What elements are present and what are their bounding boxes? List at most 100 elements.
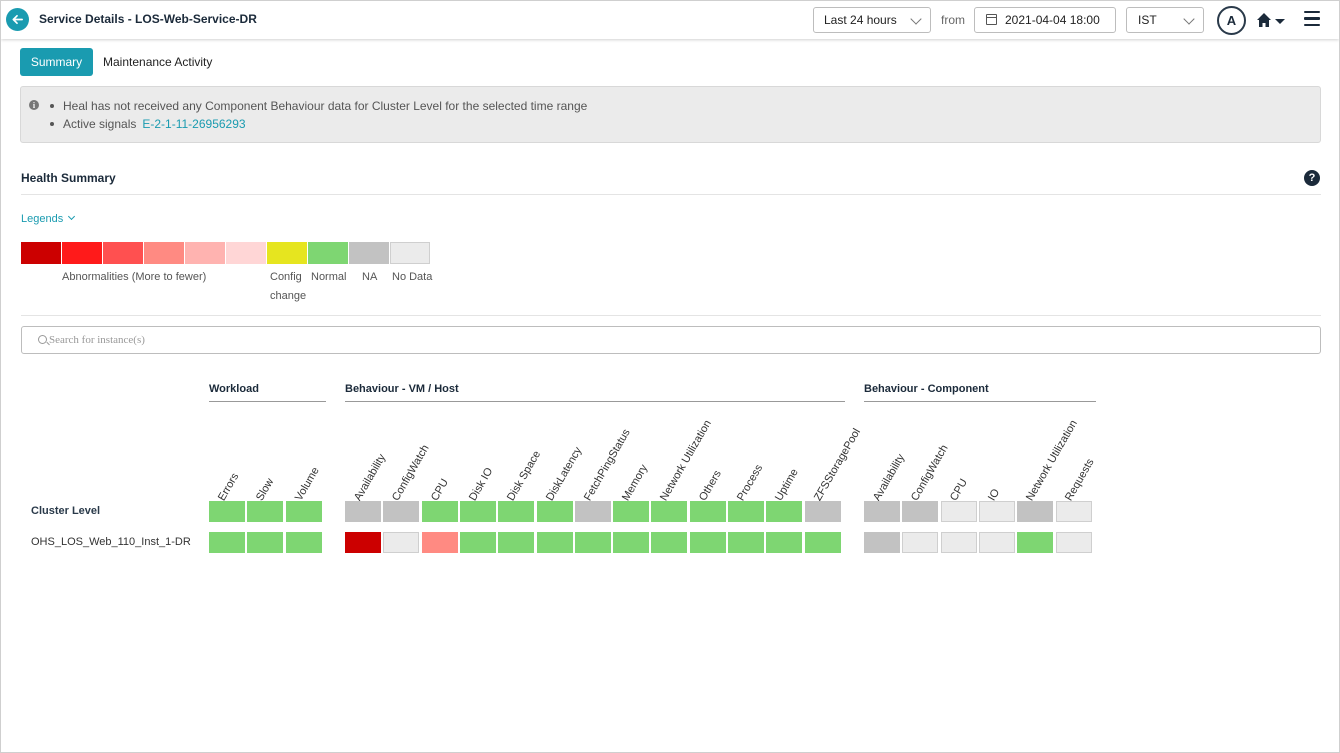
time-range-select[interactable]: Last 24 hours xyxy=(813,7,931,33)
health-cell[interactable] xyxy=(247,501,284,522)
health-cell[interactable] xyxy=(613,532,650,553)
home-menu-button[interactable] xyxy=(1256,11,1288,31)
column-label: Slow xyxy=(254,476,277,503)
from-date-value: 2021-04-04 18:00 xyxy=(1005,13,1100,27)
column-label: Errors xyxy=(216,471,242,503)
health-cell[interactable] xyxy=(421,501,458,522)
health-cell[interactable] xyxy=(345,501,381,522)
health-cell[interactable] xyxy=(1017,501,1054,522)
group-header: Behaviour - Component xyxy=(864,383,989,395)
health-cell[interactable] xyxy=(728,501,764,522)
health-cell[interactable] xyxy=(1017,532,1054,553)
health-cell[interactable] xyxy=(421,532,458,553)
health-cell[interactable] xyxy=(804,501,841,522)
health-cell[interactable] xyxy=(689,501,726,522)
notice-message: Heal has not received any Component Beha… xyxy=(49,99,588,113)
health-cell[interactable] xyxy=(247,532,284,553)
group-underline xyxy=(345,401,845,402)
health-cell[interactable] xyxy=(209,501,245,522)
health-cell[interactable] xyxy=(383,532,420,553)
health-cell[interactable] xyxy=(459,532,496,553)
health-summary-title: Health Summary xyxy=(21,171,116,185)
info-notice: i Heal has not received any Component Be… xyxy=(20,86,1321,143)
health-cell[interactable] xyxy=(978,501,1015,522)
health-cell[interactable] xyxy=(536,532,573,553)
row-label: OHS_LOS_Web_110_Inst_1-DR xyxy=(31,536,191,548)
chevron-down-icon xyxy=(1183,13,1195,25)
legend-label-na: NA xyxy=(362,271,378,283)
health-cell[interactable] xyxy=(940,532,977,553)
health-cell[interactable] xyxy=(285,532,322,553)
health-cell[interactable] xyxy=(651,501,688,522)
health-cell[interactable] xyxy=(209,532,245,553)
column-label: Disk Space xyxy=(505,448,544,503)
column-label: Volume xyxy=(292,465,322,503)
column-label: Others xyxy=(696,468,724,503)
health-cell[interactable] xyxy=(1055,501,1092,522)
row-label: Cluster Level xyxy=(31,505,101,517)
timezone-value: IST xyxy=(1138,13,1157,27)
column-label: Process xyxy=(735,462,766,503)
health-cell[interactable] xyxy=(345,532,381,553)
legend-swatch xyxy=(185,242,225,264)
time-range-value: Last 24 hours xyxy=(824,13,897,27)
legend-label-no-data: No Data xyxy=(392,271,433,283)
column-label: Availability xyxy=(871,452,908,503)
column-label: CPU xyxy=(428,476,451,503)
home-icon xyxy=(1257,13,1285,27)
health-cell[interactable] xyxy=(498,501,535,522)
hamburger-menu-icon[interactable] xyxy=(1304,11,1320,27)
calendar-icon xyxy=(986,14,997,25)
health-cell[interactable] xyxy=(285,501,322,522)
health-cell[interactable] xyxy=(613,501,650,522)
column-label: Uptime xyxy=(773,466,802,503)
from-date-picker[interactable]: 2021-04-04 18:00 xyxy=(974,7,1116,33)
health-cell[interactable] xyxy=(902,501,939,522)
health-cell[interactable] xyxy=(728,532,764,553)
legend-swatch xyxy=(267,242,307,264)
health-cell[interactable] xyxy=(978,532,1015,553)
help-icon[interactable]: ? xyxy=(1304,170,1320,186)
health-cell[interactable] xyxy=(383,501,420,522)
legend-swatch xyxy=(21,242,61,264)
health-cell[interactable] xyxy=(498,532,535,553)
tab-summary[interactable]: Summary xyxy=(20,48,93,76)
health-cell[interactable] xyxy=(804,532,841,553)
legend-swatch xyxy=(62,242,102,264)
arrow-left-icon xyxy=(12,14,23,25)
column-label: Requests xyxy=(1062,456,1097,503)
health-cell[interactable] xyxy=(536,501,573,522)
health-cell[interactable] xyxy=(940,501,977,522)
timezone-select[interactable]: IST xyxy=(1126,7,1204,33)
health-cell[interactable] xyxy=(574,532,611,553)
user-avatar[interactable]: A xyxy=(1217,6,1246,35)
health-cell[interactable] xyxy=(689,532,726,553)
chevron-down-icon xyxy=(68,212,76,221)
active-signals-label: Active signals xyxy=(63,117,137,131)
health-cell[interactable] xyxy=(766,501,803,522)
top-bar: Service Details - LOS-Web-Service-DR Las… xyxy=(1,1,1339,39)
column-label: DiskLatency xyxy=(543,445,584,503)
health-cell[interactable] xyxy=(1055,532,1092,553)
health-cell[interactable] xyxy=(651,532,688,553)
chevron-down-icon xyxy=(910,13,922,25)
column-label: Disk IO xyxy=(466,465,496,503)
health-cell[interactable] xyxy=(766,532,803,553)
page-title: Service Details - LOS-Web-Service-DR xyxy=(39,12,257,26)
legends-toggle[interactable]: Legends xyxy=(21,212,76,225)
tab-maintenance-activity[interactable]: Maintenance Activity xyxy=(103,55,213,69)
back-button[interactable] xyxy=(6,8,29,31)
health-cell[interactable] xyxy=(864,532,900,553)
column-label: ZFSStoragePool xyxy=(811,426,863,503)
health-cell[interactable] xyxy=(459,501,496,522)
legend-swatch xyxy=(349,242,389,264)
instance-search-input[interactable] xyxy=(49,332,1299,348)
group-header: Workload xyxy=(209,383,259,395)
health-cell[interactable] xyxy=(864,501,900,522)
health-cell[interactable] xyxy=(574,501,611,522)
health-cell[interactable] xyxy=(902,532,939,553)
info-icon: i xyxy=(29,100,39,110)
divider xyxy=(21,315,1321,316)
signal-link[interactable]: E-2-1-11-26956293 xyxy=(142,117,246,131)
